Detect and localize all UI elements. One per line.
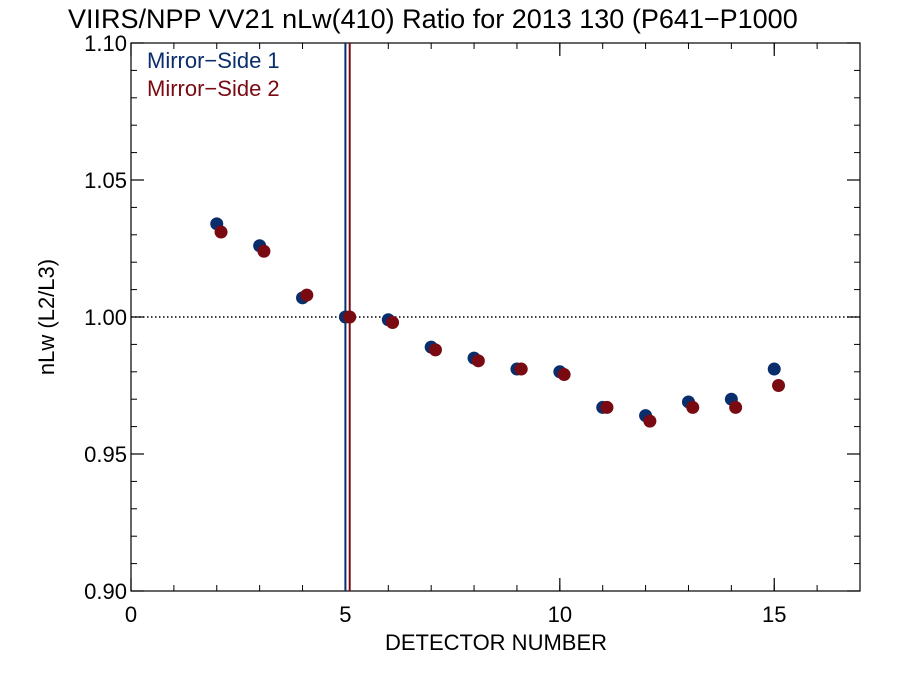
legend-entry-2: Mirror−Side 2 xyxy=(147,76,280,101)
y-tick-label: 1.10 xyxy=(84,31,127,56)
data-point-series-2 xyxy=(214,225,228,239)
legend-entry-1: Mirror−Side 1 xyxy=(147,48,280,73)
y-tick-label: 0.90 xyxy=(84,579,127,604)
x-tick-label: 0 xyxy=(125,602,137,627)
data-point-series-2 xyxy=(257,244,271,258)
x-tick-label: 5 xyxy=(339,602,351,627)
y-axis-title: nLw (L2/L3) xyxy=(34,259,59,375)
data-point-series-2 xyxy=(729,400,743,414)
y-tick-labels: 0.90 0.95 1.00 1.05 1.10 xyxy=(84,31,127,604)
data-point-series-2 xyxy=(428,343,442,357)
data-point-series-2 xyxy=(557,368,571,382)
y-tick-label: 1.00 xyxy=(84,305,127,330)
major-ticks xyxy=(130,42,860,592)
data-point-series-2 xyxy=(772,379,786,392)
data-points xyxy=(210,217,786,428)
chart-title: VIIRS/NPP VV21 nLw(410) Ratio for 2013 1… xyxy=(68,4,798,34)
data-point-series-1 xyxy=(767,362,781,376)
x-tick-label: 15 xyxy=(762,602,786,627)
data-point-series-2 xyxy=(471,354,485,368)
data-point-series-2 xyxy=(643,414,657,428)
x-tick-labels: 0 5 10 15 xyxy=(125,602,787,627)
data-point-series-2 xyxy=(514,362,528,376)
data-point-series-2 xyxy=(686,400,700,414)
x-tick-label: 10 xyxy=(548,602,572,627)
data-point-series-2 xyxy=(343,310,357,324)
legend: Mirror−Side 1 Mirror−Side 2 xyxy=(147,48,280,101)
x-axis-title: DETECTOR NUMBER xyxy=(385,630,607,655)
data-point-series-2 xyxy=(386,315,400,329)
data-point-series-2 xyxy=(300,288,314,302)
y-tick-label: 0.95 xyxy=(84,442,127,467)
data-point-series-2 xyxy=(600,400,614,414)
y-tick-label: 1.05 xyxy=(84,168,127,193)
